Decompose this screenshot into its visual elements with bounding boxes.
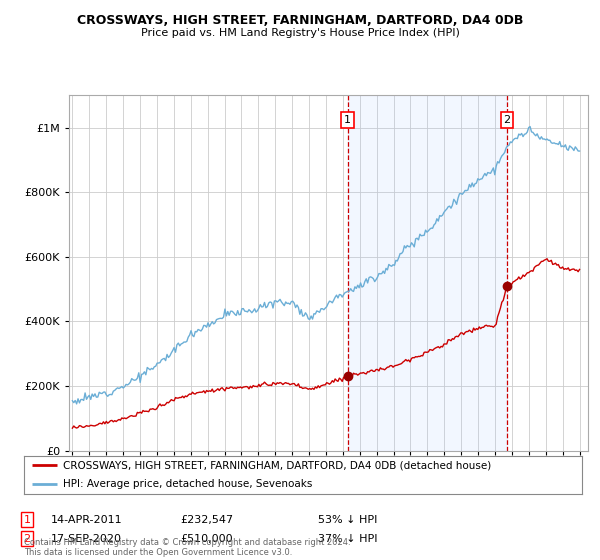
Text: Price paid vs. HM Land Registry's House Price Index (HPI): Price paid vs. HM Land Registry's House … — [140, 28, 460, 38]
Text: 1: 1 — [344, 115, 351, 125]
Text: CROSSWAYS, HIGH STREET, FARNINGHAM, DARTFORD, DA4 0DB: CROSSWAYS, HIGH STREET, FARNINGHAM, DART… — [77, 14, 523, 27]
Text: Contains HM Land Registry data © Crown copyright and database right 2024.
This d: Contains HM Land Registry data © Crown c… — [24, 538, 350, 557]
Text: 17-SEP-2020: 17-SEP-2020 — [51, 534, 122, 544]
Bar — [347, 95, 507, 451]
Text: 37% ↓ HPI: 37% ↓ HPI — [318, 534, 377, 544]
Text: 14-APR-2011: 14-APR-2011 — [51, 515, 122, 525]
Text: 2: 2 — [23, 534, 31, 544]
Text: 1: 1 — [23, 515, 31, 525]
Text: 53% ↓ HPI: 53% ↓ HPI — [318, 515, 377, 525]
Text: £232,547: £232,547 — [180, 515, 233, 525]
Text: 2: 2 — [503, 115, 511, 125]
Text: £510,000: £510,000 — [180, 534, 233, 544]
Text: HPI: Average price, detached house, Sevenoaks: HPI: Average price, detached house, Seve… — [63, 479, 313, 489]
Text: CROSSWAYS, HIGH STREET, FARNINGHAM, DARTFORD, DA4 0DB (detached house): CROSSWAYS, HIGH STREET, FARNINGHAM, DART… — [63, 460, 491, 470]
